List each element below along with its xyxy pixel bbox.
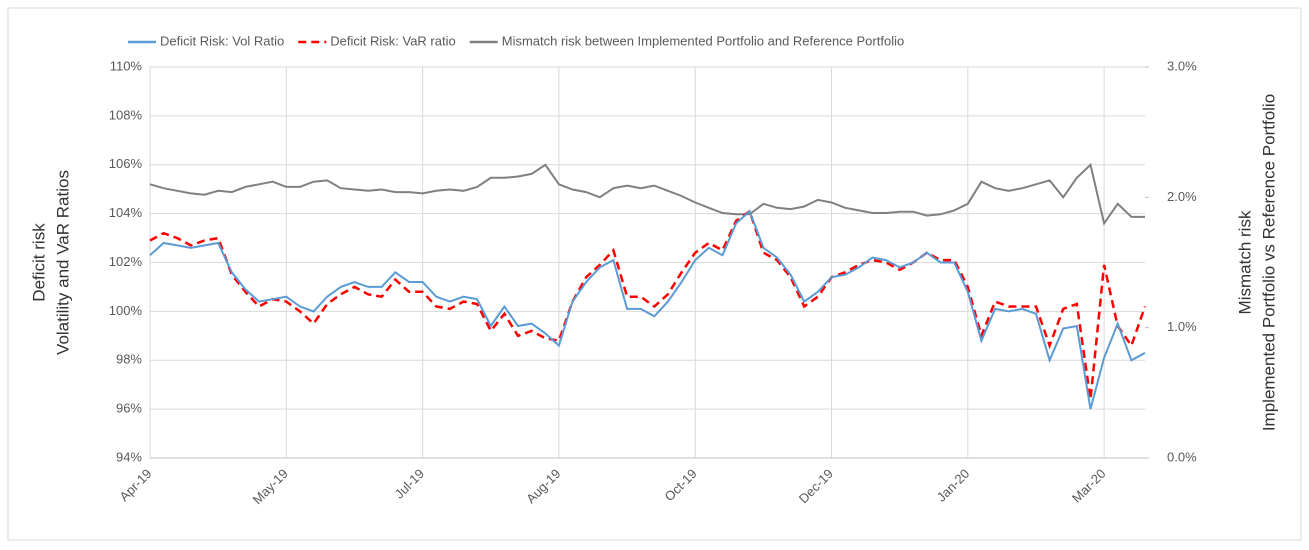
- y2-axis-title: Mismatch risk: [1235, 210, 1254, 314]
- series-line: [149, 209, 1146, 410]
- y2-tick-label: 3.0%: [1167, 58, 1197, 73]
- y-tick-label: 110%: [110, 58, 143, 73]
- y-axis-title: Deficit risk: [29, 223, 48, 302]
- y2-tick-label: 1.0%: [1167, 319, 1197, 334]
- y-tick-label: 98%: [116, 352, 142, 367]
- y-axis-title: Volatility and VaR Ratios: [53, 170, 72, 355]
- y-tick-label: 100%: [109, 303, 143, 318]
- y-tick-label: 94%: [116, 449, 142, 464]
- y2-tick-label: 2.0%: [1167, 189, 1197, 204]
- y-tick-label: 102%: [109, 254, 143, 269]
- y2-tick-label: 0.0%: [1167, 449, 1197, 464]
- series-line: [149, 209, 1147, 400]
- series-line: [149, 162, 1145, 226]
- y-tick-label: 106%: [109, 156, 143, 171]
- y-tick-label: 108%: [109, 107, 143, 122]
- y2-axis-title: Implemented Portfolio vs Reference Portf…: [1259, 94, 1278, 431]
- legend-label: Deficit Risk: Vol Ratio: [160, 33, 284, 48]
- y-tick-label: 96%: [116, 401, 142, 416]
- y-tick-label: 104%: [109, 205, 143, 220]
- legend-label: Deficit Risk: VaR ratio: [330, 33, 455, 48]
- legend-label: Mismatch risk between Implemented Portfo…: [502, 33, 904, 48]
- chart-frame: [7, 7, 1302, 541]
